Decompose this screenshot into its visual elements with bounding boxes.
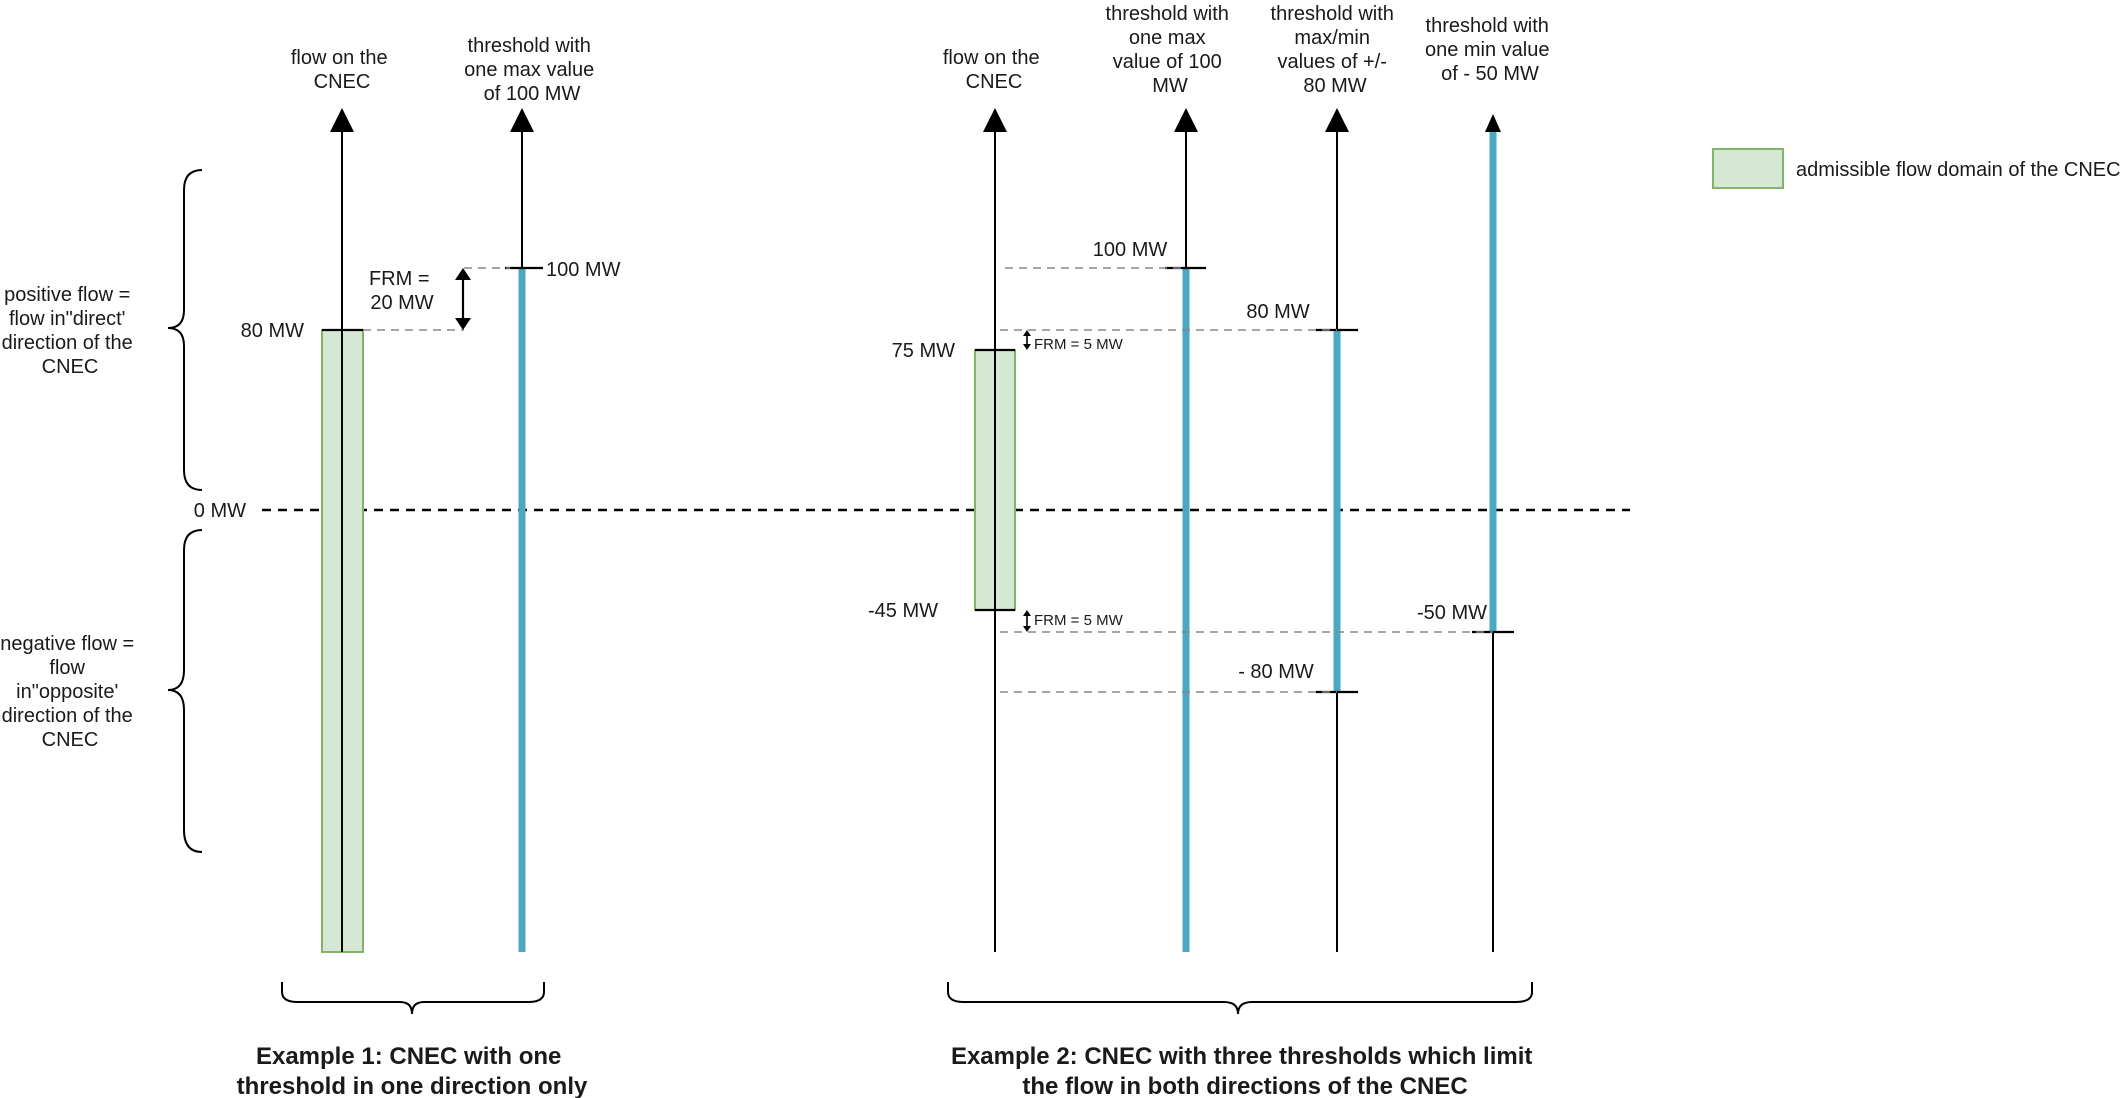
ex2-frm-bottom-arrowhead-up [1023,610,1031,616]
ex2-frm-top-arrowhead-up [1023,330,1031,336]
ex1-frm-label: FRM = 20 MW [369,268,435,314]
ex1-frm-arrowhead-up [455,268,471,280]
ex2-flow-min-label: -45 MW [868,600,938,622]
ex2-frm-top-label: FRM = 5 MW [1034,336,1124,353]
ex1-flow-header: flow on the CNEC [291,47,393,93]
ex2-threshold2-header: threshold with max/min values of +/- 80 … [1271,3,1400,97]
ex1-flow-max-label: 80 MW [241,320,304,342]
negative-flow-brace [167,529,203,853]
ex2-frm-top-arrowhead-down [1023,344,1031,350]
ex2-caption: Example 2: CNEC with three thresholds wh… [951,1043,1539,1098]
ex2-threshold2-min-label: - 80 MW [1238,661,1314,683]
zero-label: 0 MW [194,500,246,522]
negative-flow-label: negative flow = flow in"opposite' direct… [0,633,140,751]
ex1-threshold-label: 100 MW [546,259,621,281]
ex2-threshold1-header: threshold with one max value of 100 MW [1106,3,1235,97]
positive-flow-brace [167,169,203,491]
ex2-frm-bottom-arrowhead-down [1023,626,1031,632]
ex2-flow-header: flow on the CNEC [943,47,1045,93]
ex1-caption: Example 1: CNEC with one threshold in on… [237,1043,588,1098]
ex2-threshold3-header: threshold with one min value of - 50 MW [1425,15,1555,85]
positive-flow-label: positive flow = flow in"direct' directio… [2,284,139,378]
ex2-threshold3-arrowhead [1485,114,1501,132]
legend-swatch [1712,148,1784,189]
legend-label: admissible flow domain of the CNEC [1796,159,2121,181]
ex1-bottom-brace [281,982,545,1015]
ex2-bottom-brace [947,982,1533,1015]
ex1-frm-arrowhead-down [455,318,471,330]
ex2-threshold1-label: 100 MW [1093,239,1168,261]
ex2-threshold3-label: -50 MW [1417,602,1487,624]
ex2-frm-bottom-label: FRM = 5 MW [1034,612,1124,629]
ex2-flow-max-label: 75 MW [892,340,955,362]
ex1-threshold-header: threshold with one max value of 100 MW [464,35,600,105]
ex2-threshold2-max-label: 80 MW [1246,301,1309,323]
